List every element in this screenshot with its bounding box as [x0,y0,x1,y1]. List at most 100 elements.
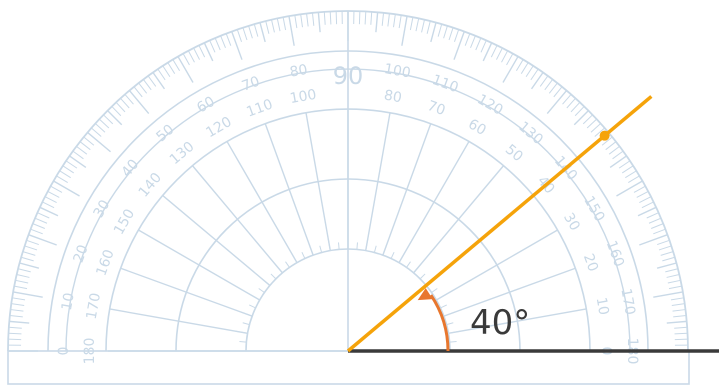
degree-tick [554,87,562,97]
degree-tick [382,13,383,26]
degree-tick [312,13,313,26]
degree-tick [226,34,231,46]
degree-tick [567,98,576,108]
degree-tick [574,111,588,125]
degree-tick [591,123,601,132]
degree-tick [637,191,648,197]
angle-arc-arrow [431,295,448,351]
degree-tick [454,30,458,42]
degree-tick [148,76,156,87]
degree-tick [657,240,669,244]
degree-tick [194,48,200,60]
degree-tick [57,176,68,183]
degree-tick [173,60,180,71]
inner-tick [450,342,457,343]
degree-tick [35,218,47,223]
degree-tick [95,123,105,132]
degree-tick [266,21,269,34]
degree-tick [120,98,129,108]
degree-tick [431,23,436,42]
degree-tick [587,119,597,128]
degree-tick [669,286,682,288]
angle-measure-label: 40° [470,303,530,343]
degree-tick [272,20,275,33]
degree-tick [583,115,592,124]
outer-scale-number: 160 [603,239,627,270]
radial-line [306,113,330,251]
degree-tick [547,91,566,114]
degree-tick [80,142,90,150]
degree-tick [88,132,111,151]
ray-point [600,131,610,141]
radial-line [163,195,270,285]
degree-tick [531,69,538,80]
degree-tick [399,15,401,28]
degree-tick [634,186,645,192]
inner-scale-number: 20 [580,252,601,274]
degree-tick [37,213,49,218]
degree-tick [674,327,687,328]
degree-tick [416,18,419,31]
protractor-base-plate [8,351,689,384]
degree-tick [301,14,303,27]
degree-tick [671,298,684,300]
degree-tick [84,137,94,145]
outer-scale-number: 80 [289,62,309,81]
outer-scale-number: 130 [515,119,546,148]
inner-tick [357,242,358,249]
degree-tick [54,181,80,196]
inner-tick [302,252,305,258]
degree-tick [215,38,220,50]
degree-tick [45,197,57,203]
degree-tick [516,60,523,71]
inner-scale-number: 100 [289,87,318,107]
degree-tick [410,17,412,30]
inner-scale-number: 50 [502,142,526,166]
radial-line [110,309,248,333]
degree-tick [60,171,71,178]
degree-tick [134,87,142,97]
degree-tick [51,186,62,192]
inner-tick [259,288,265,292]
inner-tick [243,323,250,325]
degree-tick [540,76,548,87]
degree-tick [9,321,29,323]
degree-tick [237,30,241,42]
degree-tick [575,106,584,115]
degree-tick [662,257,674,261]
inner-tick [239,342,246,343]
degree-tick [103,115,112,124]
inner-scale-number: 70 [425,98,447,119]
outer-scale-number: 50 [153,122,177,146]
degree-tick [651,224,663,229]
degree-tick [139,83,147,93]
degree-tick [470,36,475,48]
degree-tick [365,11,366,24]
degree-tick [232,32,242,60]
degree-tick [33,224,45,229]
inner-tick [432,288,438,292]
outer-scale-number: 110 [430,72,461,96]
degree-tick [673,315,686,316]
inner-scale-number: 110 [244,96,275,120]
inner-tick [447,323,454,325]
degree-tick [388,14,390,27]
degree-tick [221,36,226,48]
degree-tick [20,263,39,268]
degree-tick [125,94,134,104]
degree-tick [521,63,528,74]
degree-tick [610,156,626,167]
degree-tick [199,45,205,57]
degree-tick [129,91,148,114]
degree-tick [619,161,630,168]
degree-tick [91,128,101,137]
radial-line [436,230,557,300]
degree-tick [12,298,25,300]
degree-tick [665,269,678,272]
degree-tick [507,54,513,65]
degree-tick [11,310,24,312]
degree-tick [10,315,23,316]
degree-tick [476,38,481,50]
degree-tick [249,26,253,38]
